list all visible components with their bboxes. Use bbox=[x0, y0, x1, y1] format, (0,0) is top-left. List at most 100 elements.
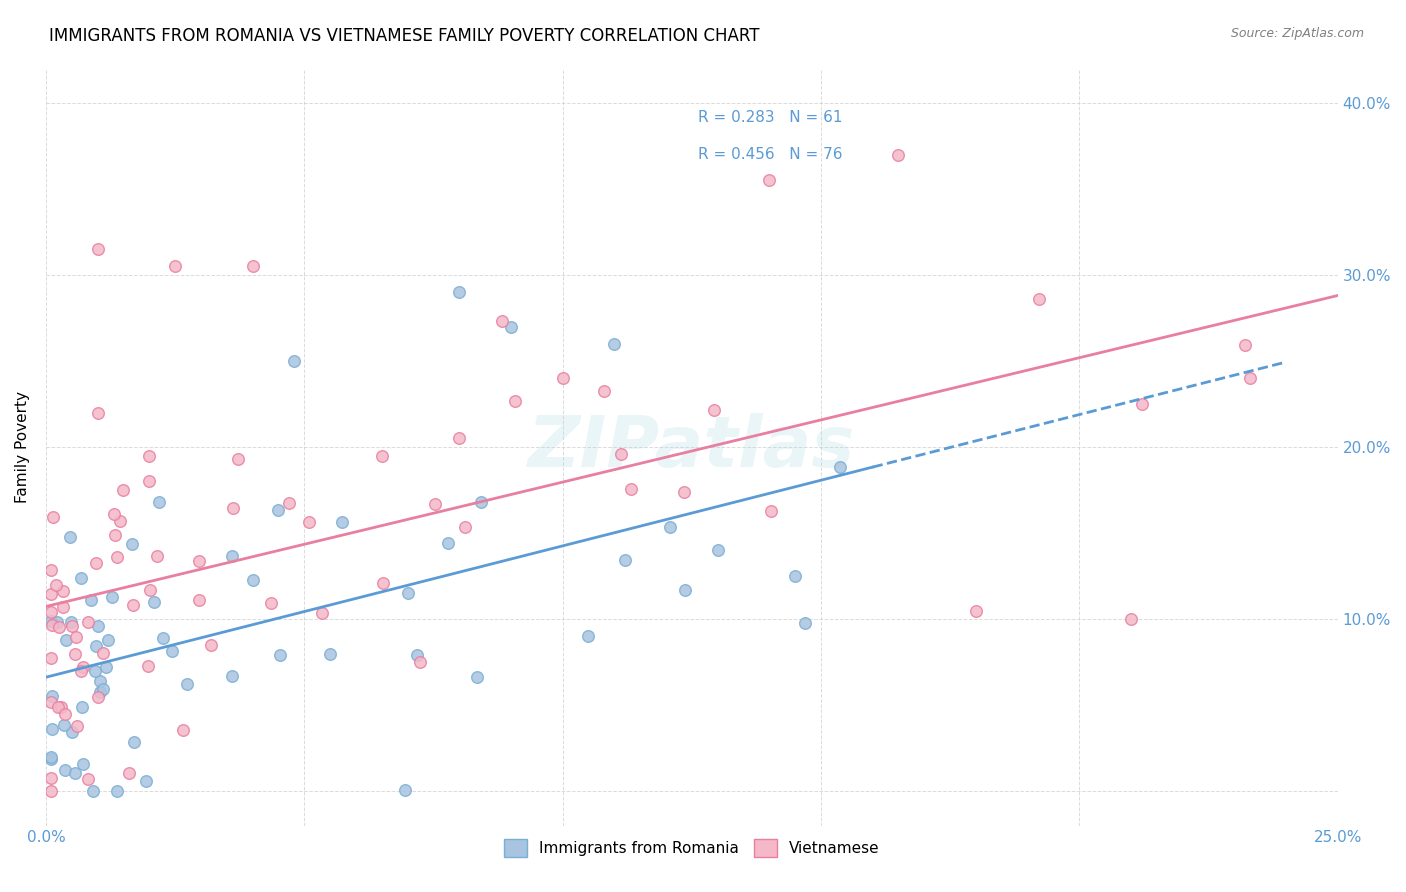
Point bbox=[86, 556, 108, 570]
Point bbox=[41, 722, 63, 736]
Point bbox=[121, 537, 143, 551]
Point bbox=[449, 432, 471, 446]
Point bbox=[1234, 337, 1257, 351]
Point bbox=[465, 671, 488, 685]
Point bbox=[672, 484, 695, 499]
Point bbox=[449, 285, 471, 300]
Point bbox=[603, 336, 626, 351]
Point bbox=[610, 448, 633, 462]
Point bbox=[97, 632, 120, 647]
Point bbox=[330, 515, 353, 529]
Point bbox=[60, 615, 83, 630]
Point bbox=[89, 673, 111, 688]
Point bbox=[221, 549, 243, 563]
Point bbox=[794, 615, 817, 630]
Point bbox=[578, 629, 600, 643]
Point bbox=[39, 650, 62, 665]
Point bbox=[52, 717, 75, 731]
Point bbox=[470, 494, 492, 508]
Point bbox=[142, 595, 165, 609]
Point bbox=[70, 699, 93, 714]
Point bbox=[394, 783, 416, 797]
Point bbox=[60, 618, 83, 632]
Point bbox=[673, 582, 696, 597]
Point bbox=[703, 402, 725, 417]
Point bbox=[93, 682, 115, 697]
Text: Source: ZipAtlas.com: Source: ZipAtlas.com bbox=[1230, 27, 1364, 40]
Point bbox=[101, 590, 124, 604]
Point bbox=[39, 695, 62, 709]
Point bbox=[72, 659, 94, 673]
Point bbox=[267, 502, 290, 516]
Point bbox=[152, 632, 174, 646]
Point bbox=[221, 669, 243, 683]
Point bbox=[65, 647, 87, 661]
Point bbox=[269, 648, 291, 662]
Point bbox=[222, 501, 245, 516]
Point bbox=[86, 242, 108, 256]
Point bbox=[39, 563, 62, 577]
Point bbox=[105, 549, 128, 564]
Point bbox=[80, 593, 103, 607]
Point bbox=[593, 384, 616, 398]
Point bbox=[84, 639, 107, 653]
Point bbox=[63, 765, 86, 780]
Text: ZIPatlas: ZIPatlas bbox=[529, 413, 855, 482]
Point bbox=[371, 575, 394, 590]
Text: R = 0.283   N = 61: R = 0.283 N = 61 bbox=[699, 110, 842, 125]
Point bbox=[706, 543, 728, 558]
Point bbox=[1239, 371, 1261, 385]
Point bbox=[55, 632, 77, 647]
Point bbox=[52, 583, 75, 598]
Point bbox=[176, 677, 198, 691]
Point bbox=[298, 515, 321, 529]
Point bbox=[226, 452, 249, 467]
Point bbox=[103, 507, 125, 521]
Point bbox=[122, 598, 145, 612]
Point bbox=[503, 394, 526, 409]
Point bbox=[39, 771, 62, 785]
Point bbox=[52, 600, 75, 615]
Point bbox=[188, 554, 211, 568]
Point bbox=[122, 735, 145, 749]
Point bbox=[139, 583, 162, 598]
Point bbox=[259, 596, 281, 610]
Point bbox=[491, 314, 513, 328]
Point bbox=[551, 371, 574, 385]
Point bbox=[406, 648, 429, 662]
Point bbox=[53, 707, 76, 722]
Point bbox=[42, 509, 65, 524]
Y-axis label: Family Poverty: Family Poverty bbox=[15, 391, 30, 503]
Text: IMMIGRANTS FROM ROMANIA VS VIETNAMESE FAMILY POVERTY CORRELATION CHART: IMMIGRANTS FROM ROMANIA VS VIETNAMESE FA… bbox=[49, 27, 759, 45]
Point bbox=[112, 483, 135, 497]
Point bbox=[89, 684, 111, 698]
Point bbox=[48, 620, 70, 634]
Point bbox=[138, 475, 160, 489]
Point bbox=[87, 690, 110, 705]
Point bbox=[76, 772, 98, 786]
Point bbox=[188, 593, 211, 607]
Point bbox=[108, 514, 131, 528]
Point bbox=[437, 536, 460, 550]
Point bbox=[200, 639, 222, 653]
Point bbox=[138, 449, 160, 463]
Point bbox=[965, 603, 987, 617]
Point bbox=[39, 752, 62, 766]
Point bbox=[86, 406, 108, 420]
Point bbox=[70, 571, 93, 585]
Point bbox=[277, 496, 299, 510]
Point bbox=[1119, 612, 1142, 626]
Point bbox=[425, 496, 447, 510]
Point bbox=[160, 644, 183, 658]
Point bbox=[94, 660, 117, 674]
Point bbox=[887, 147, 910, 161]
Point bbox=[311, 606, 333, 620]
Point bbox=[66, 719, 89, 733]
Point bbox=[499, 319, 522, 334]
Point bbox=[396, 586, 419, 600]
Point bbox=[761, 504, 783, 518]
Point bbox=[46, 700, 69, 714]
Point bbox=[165, 260, 187, 274]
Point bbox=[72, 757, 94, 772]
Point bbox=[49, 699, 72, 714]
